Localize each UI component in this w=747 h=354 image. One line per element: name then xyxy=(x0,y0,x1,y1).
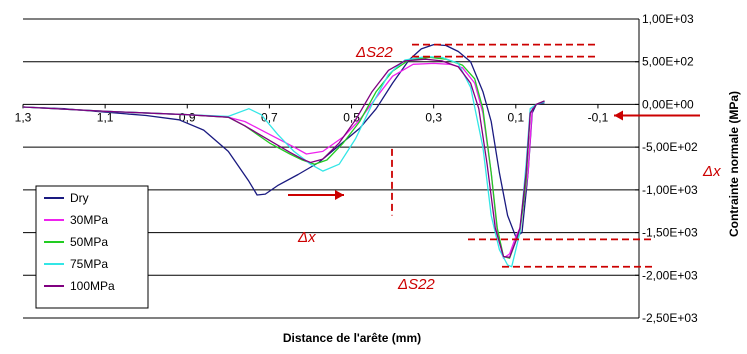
series-line-dry xyxy=(22,43,545,238)
x-axis-label: Distance de l'arête (mm) xyxy=(283,331,421,345)
x-tick-label: 0,5 xyxy=(343,110,360,124)
delta-x-arrow-head xyxy=(335,189,344,200)
legend-box xyxy=(35,185,149,309)
x-tick-label: 1,1 xyxy=(97,110,114,124)
legend: Dry 30MPa 50MPa 75MPa 100MPa xyxy=(35,185,149,309)
y-tick-label: -2,50E+03 xyxy=(642,311,698,325)
y-tick-label: 0,00E+00 xyxy=(642,97,694,111)
x-tick-label: 0,3 xyxy=(425,110,442,124)
y-tick-label: -1,00E+03 xyxy=(642,183,698,197)
x-tick-label: -0,1 xyxy=(588,110,609,124)
x-tick-label: 0,7 xyxy=(261,110,278,124)
delta-s22-label: ΔS22 xyxy=(397,276,435,293)
x-tick-label: 0,1 xyxy=(507,110,524,124)
x-tick-label: 1,3 xyxy=(15,110,32,124)
y-tick-label: -2,00E+03 xyxy=(642,268,698,282)
legend-entry: Dry xyxy=(70,191,89,205)
series-line-75mpa xyxy=(22,55,545,268)
delta-x-label: Δx xyxy=(702,163,721,180)
y-tick-label: 5,00E+02 xyxy=(642,55,694,69)
legend-entry: 30MPa xyxy=(70,213,108,227)
delta-s22-label: ΔS22 xyxy=(355,44,393,61)
legend-entry: 50MPa xyxy=(70,235,108,249)
y-tick-label: -1,50E+03 xyxy=(642,226,698,240)
delta-x-label: Δx xyxy=(297,229,316,246)
y-tick-label: -5,00E+02 xyxy=(642,140,698,154)
series-line-30mpa xyxy=(22,62,545,259)
legend-entry: 75MPa xyxy=(70,257,108,271)
legend-entry: 100MPa xyxy=(70,279,115,293)
delta-x-arrow-head xyxy=(614,110,623,121)
x-tick-label: 0,9 xyxy=(179,110,196,124)
y-axis-label: Contrainte normale (MPa) xyxy=(727,91,741,237)
y-tick-label: 1,00E+03 xyxy=(642,12,694,26)
annotations: ΔS22 ΔS22 Δx Δx xyxy=(288,43,721,293)
